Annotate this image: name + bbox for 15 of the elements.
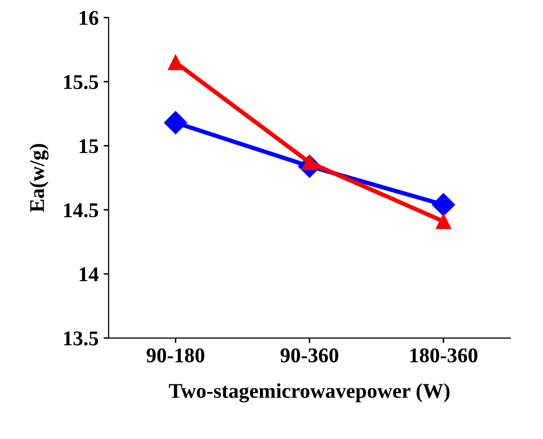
- y-tick-label: 15.5: [64, 75, 98, 90]
- x-axis-title: Two-stagemicrowavepower (W): [168, 383, 450, 402]
- x-tick-label: 90-360: [280, 348, 338, 362]
- point: [432, 193, 455, 216]
- y-tick-label: 14.5: [64, 203, 98, 218]
- y-axis-title: Ea(w/g): [29, 144, 49, 212]
- x-tick-label: 90-180: [146, 348, 204, 362]
- y-tick-label: 16: [80, 10, 98, 25]
- x-tick-label: 180-360: [410, 348, 478, 362]
- point: [436, 214, 452, 230]
- y-tick-label: 15: [80, 139, 98, 154]
- y-tick-label: 13.5: [64, 331, 98, 346]
- point: [168, 54, 184, 70]
- point: [164, 111, 188, 134]
- y-tick-label: 14: [80, 267, 98, 282]
